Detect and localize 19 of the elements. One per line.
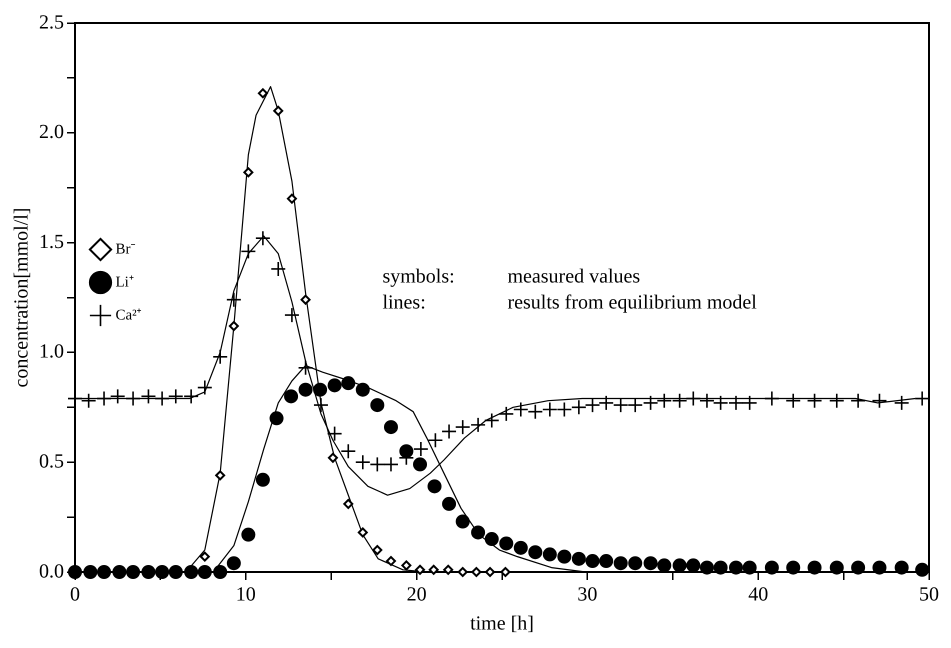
legend-label: Ca²⁺: [116, 307, 142, 324]
y-axis-title: concentration[mmol/l]: [10, 208, 32, 388]
y-tick-label: 0.5: [39, 450, 64, 472]
x-tick-label: 0: [70, 583, 80, 606]
x-tick-label: 10: [236, 583, 256, 606]
x-tick-label: 20: [406, 583, 427, 606]
y-tick-label: 1.5: [39, 230, 64, 253]
y-tick-label: 1.0: [39, 340, 64, 363]
legend-label: Li⁺: [116, 274, 134, 290]
x-tick-label: 40: [748, 583, 768, 606]
y-tick-label: 2.0: [39, 121, 64, 144]
x-tick-label: 50: [919, 583, 939, 606]
y-tick-label: 2.5: [39, 11, 64, 34]
text: symbols: measured values: [382, 265, 640, 288]
text: lines: results from equilibrium model: [382, 291, 757, 314]
y-tick-label: 0.0: [39, 560, 64, 582]
legend-label: Br⁻: [116, 241, 136, 258]
x-tick-label: 30: [577, 583, 598, 606]
x-axis-title: time [h]: [470, 612, 534, 634]
